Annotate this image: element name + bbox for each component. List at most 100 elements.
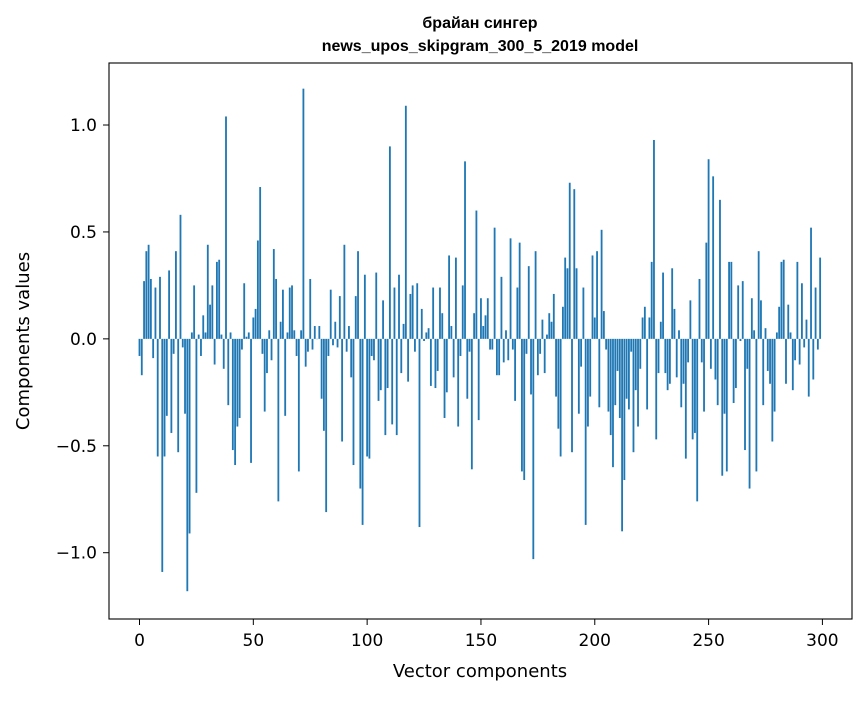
bar-component-246 (699, 279, 701, 339)
bar-component-213 (623, 339, 625, 480)
x-tick-label-50: 50 (243, 631, 265, 651)
bar-component-171 (528, 266, 530, 339)
bar-component-60 (275, 279, 277, 339)
bar-component-18 (180, 215, 182, 339)
bar-component-133 (441, 313, 443, 339)
bar-component-128 (430, 339, 432, 386)
bar-component-284 (785, 339, 787, 384)
bar-component-227 (655, 339, 657, 440)
bar-component-117 (405, 106, 407, 339)
bar-component-102 (371, 339, 373, 356)
bar-component-150 (480, 298, 482, 339)
bar-component-250 (708, 159, 710, 339)
bar-component-120 (412, 285, 414, 338)
bar-component-70 (298, 339, 300, 472)
bar-component-160 (503, 339, 505, 363)
bar-component-243 (692, 339, 694, 440)
bar-component-203 (601, 230, 603, 339)
bar-component-253 (715, 339, 717, 380)
bar-component-159 (501, 277, 503, 339)
bar-component-135 (446, 339, 448, 392)
bar-component-25 (196, 339, 198, 493)
bar-component-207 (610, 339, 612, 435)
y-tick-label-2: 0.0 (70, 330, 97, 350)
bar-component-234 (671, 268, 673, 339)
bar-component-41 (232, 339, 234, 450)
bar-component-270 (753, 330, 755, 339)
bar-component-110 (389, 146, 391, 338)
bar-component-37 (223, 339, 225, 369)
bar-component-219 (637, 339, 639, 427)
bar-component-216 (630, 339, 632, 352)
x-tick-label-150: 150 (465, 631, 497, 651)
bar-component-98 (362, 339, 364, 525)
bar-component-53 (259, 187, 261, 339)
bar-component-83 (328, 339, 330, 356)
bar-component-143 (464, 161, 466, 338)
bar-component-69 (296, 339, 298, 356)
bar-component-222 (644, 307, 646, 339)
bar-component-88 (339, 296, 341, 339)
y-tick-label-1: −0.5 (56, 437, 97, 457)
bar-component-155 (491, 339, 493, 350)
y-axis-label: Components values (13, 252, 34, 430)
bar-component-2 (143, 281, 145, 339)
bar-component-147 (473, 313, 475, 339)
bar-component-195 (582, 288, 584, 339)
bar-component-93 (350, 339, 352, 377)
bar-component-262 (735, 339, 737, 388)
bar-component-43 (236, 339, 238, 427)
bar-component-248 (703, 339, 705, 412)
bar-component-265 (742, 281, 744, 339)
bar-component-134 (444, 339, 446, 418)
bar-component-190 (571, 339, 573, 452)
bar-component-282 (781, 262, 783, 339)
chart-title-line-2: news_upos_skipgram_300_5_2019 model (322, 38, 639, 55)
bar-component-79 (318, 326, 320, 339)
bar-component-20 (184, 339, 186, 414)
bar-component-241 (687, 339, 689, 363)
bar-component-187 (564, 258, 566, 339)
bar-component-118 (407, 339, 409, 382)
bar-component-126 (425, 332, 427, 338)
bar-component-24 (193, 285, 195, 338)
bar-component-30 (207, 245, 209, 339)
bar-component-239 (683, 339, 685, 384)
bar-component-80 (321, 339, 323, 399)
bar-component-15 (173, 339, 175, 354)
x-tick-label-200: 200 (579, 631, 611, 651)
bar-component-261 (733, 339, 735, 403)
bar-component-19 (182, 339, 184, 348)
bar-component-199 (592, 255, 594, 338)
bar-component-35 (218, 260, 220, 339)
bar-component-162 (507, 339, 509, 360)
bar-component-74 (307, 339, 309, 352)
bar-component-196 (585, 339, 587, 525)
bar-component-297 (815, 288, 817, 339)
bar-component-84 (330, 290, 332, 339)
bar-component-238 (680, 339, 682, 407)
bar-component-184 (557, 339, 559, 429)
bar-component-231 (664, 339, 666, 373)
bar-component-274 (762, 339, 764, 405)
bar-component-197 (587, 339, 589, 427)
bar-component-90 (343, 245, 345, 339)
bar-component-17 (177, 339, 179, 452)
bar-component-115 (400, 339, 402, 373)
bar-component-97 (359, 339, 361, 489)
bar-component-100 (366, 339, 368, 457)
bar-component-111 (391, 339, 393, 425)
bar-component-26 (198, 335, 200, 339)
bar-component-38 (225, 116, 227, 338)
bar-component-127 (428, 328, 430, 339)
bar-component-291 (801, 283, 803, 339)
bar-component-181 (551, 322, 553, 339)
bar-component-137 (450, 326, 452, 339)
bar-component-52 (257, 240, 259, 338)
bar-component-224 (648, 317, 650, 338)
bar-component-50 (252, 317, 254, 338)
bar-component-293 (806, 320, 808, 339)
bar-component-123 (419, 339, 421, 527)
bar-component-204 (603, 311, 605, 339)
bar-component-228 (658, 339, 660, 373)
